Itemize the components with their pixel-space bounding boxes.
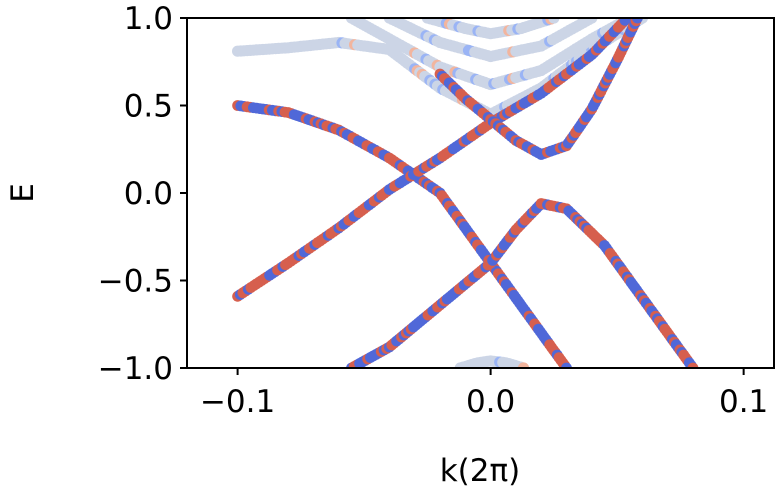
- data-point: [548, 18, 560, 24]
- series-band-down-mixed: [232, 100, 572, 368]
- plot-frame: [186, 17, 775, 369]
- y-tick-label: −1.0: [98, 351, 173, 387]
- y-axis-label: E: [5, 183, 41, 203]
- series-conduction-valley: [434, 18, 643, 160]
- x-axis-label: k(2π): [440, 453, 521, 489]
- x-tick-label: 0.0: [466, 384, 515, 420]
- data-point: [687, 362, 699, 368]
- data-point: [586, 18, 598, 24]
- x-tick-label: 0.1: [719, 384, 768, 420]
- axis-layer: −0.1 0.0 0.1 −1.0 −0.5 0.0 0.5 1.0: [98, 1, 769, 420]
- series-valence-peak: [346, 198, 699, 368]
- data-point: [632, 18, 643, 24]
- y-tick-label: 1.0: [124, 1, 173, 37]
- data-point: [561, 362, 572, 368]
- data-point: [517, 362, 530, 368]
- series-layer: [232, 18, 699, 368]
- series-upper-band-3: [383, 18, 598, 63]
- y-tick-label: 0.0: [124, 176, 173, 212]
- y-tick-label: −0.5: [98, 264, 173, 300]
- series-upper-band-2: [345, 18, 636, 91]
- series-band-up-mixed: [232, 18, 633, 302]
- series-upper-band-4: [421, 18, 560, 40]
- x-tick-label: −0.1: [200, 384, 275, 420]
- series-lower-band: [454, 355, 530, 368]
- y-tick-label: 0.5: [124, 89, 173, 125]
